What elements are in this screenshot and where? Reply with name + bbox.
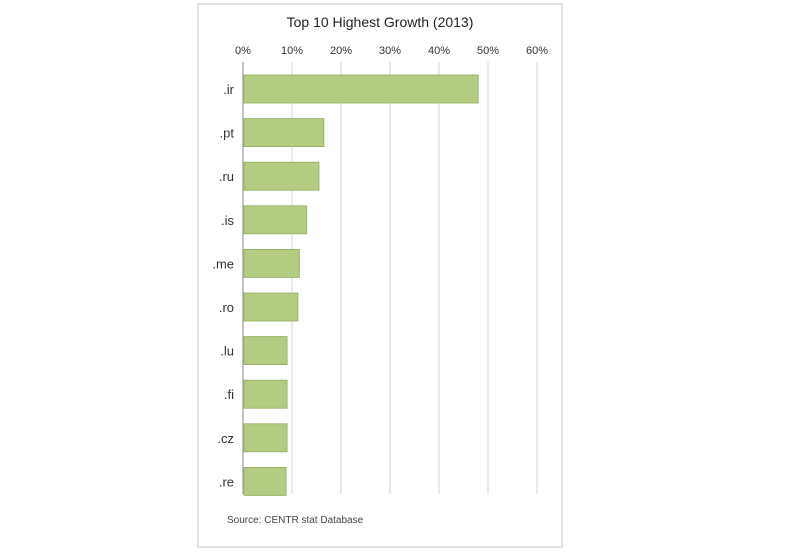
x-tick-label: 40%: [428, 45, 450, 57]
bar: [243, 423, 288, 453]
grid-lines: [242, 62, 538, 494]
bar: [243, 161, 320, 191]
bars: [243, 74, 479, 496]
x-axis-ticks: 0% 10% 20% 30% 40% 50% 60%: [235, 45, 548, 57]
x-tick-label: 30%: [379, 45, 401, 57]
category-label: .fi: [224, 387, 234, 402]
bar: [243, 248, 300, 278]
x-tick-label: 0%: [235, 45, 251, 57]
bar: [243, 205, 308, 235]
bar: [243, 74, 479, 104]
category-labels: .ir .pt .ru .is .me .ro .lu .fi .cz .re: [212, 82, 234, 489]
bar: [243, 466, 287, 496]
category-label: .pt: [220, 126, 235, 141]
category-label: .ir: [223, 82, 235, 97]
category-label: .lu: [220, 344, 234, 359]
category-label: .ro: [219, 300, 234, 315]
bar: [243, 379, 288, 409]
x-tick-label: 20%: [330, 45, 352, 57]
chart-title: Top 10 Highest Growth (2013): [286, 14, 474, 30]
x-tick-label: 50%: [477, 45, 499, 57]
category-label: .me: [212, 256, 234, 271]
category-label: .cz: [217, 431, 234, 446]
category-label: .is: [221, 213, 235, 228]
category-label: .ru: [219, 169, 234, 184]
source-note: Source: CENTR stat Database: [227, 515, 364, 526]
bar: [243, 118, 325, 147]
category-label: .re: [219, 474, 234, 489]
x-tick-label: 60%: [526, 45, 548, 57]
bar: [243, 336, 288, 366]
bar: [243, 292, 299, 322]
x-tick-label: 10%: [281, 45, 303, 57]
